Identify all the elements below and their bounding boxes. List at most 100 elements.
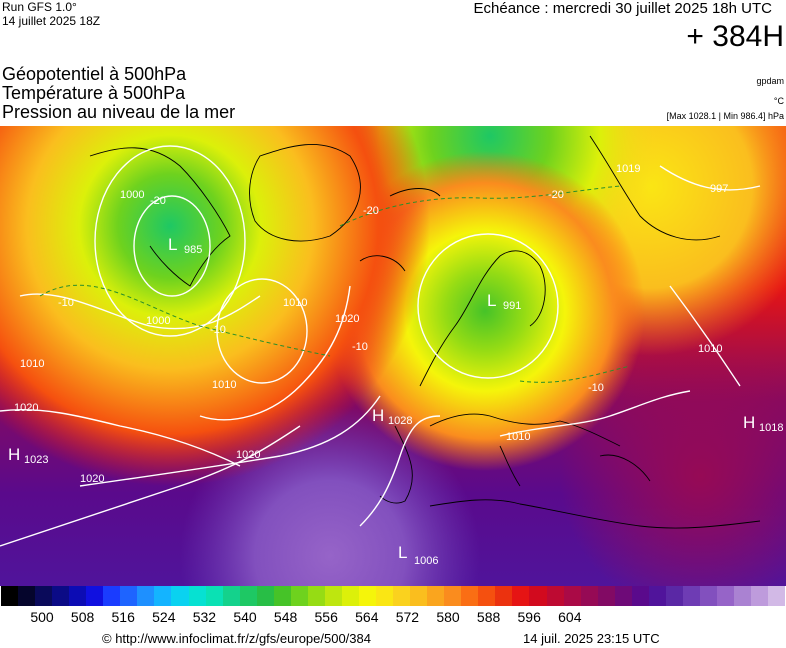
copyright-link[interactable]: © http://www.infoclimat.fr/z/gfs/europe/… <box>102 631 371 646</box>
svg-text:1006: 1006 <box>414 555 438 567</box>
legend-swatch <box>307 586 325 606</box>
legend-swatch <box>648 586 666 606</box>
svg-text:1018: 1018 <box>759 422 783 434</box>
isobars <box>0 145 761 547</box>
legend-swatch <box>376 586 394 606</box>
legend-tick-label: 500 <box>30 609 54 625</box>
temperature-label: -10 <box>352 341 368 353</box>
color-legend-bar <box>1 586 786 606</box>
param-geopotential: Géopotentiel à 500hPa <box>2 64 187 84</box>
run-model: Run GFS 1.0° <box>2 0 77 14</box>
low-pressure-center: L 1006 <box>398 543 438 567</box>
legend-swatch <box>580 586 598 606</box>
svg-text:991: 991 <box>503 300 521 312</box>
legend-swatch <box>273 586 291 606</box>
legend-tick-label: 604 <box>558 609 582 625</box>
legend-swatch <box>103 586 121 606</box>
isobar-label: 1010 <box>212 379 236 391</box>
low-pressure-center: L 991 <box>487 291 521 312</box>
svg-text:L: L <box>168 235 177 254</box>
svg-text:1028: 1028 <box>388 415 412 427</box>
legend-swatch <box>324 586 342 606</box>
legend-swatch <box>768 586 786 606</box>
isobar-label: 1000 <box>120 189 144 201</box>
legend-swatch <box>188 586 206 606</box>
legend-swatch <box>205 586 223 606</box>
forecast-valid-time: Echéance : mercredi 30 juillet 2025 18h … <box>473 0 773 17</box>
svg-text:L: L <box>398 543 407 562</box>
param-temperature: Température à 500hPa <box>2 83 186 103</box>
isobar-label: 1020 <box>14 402 38 414</box>
generation-timestamp: 14 juil. 2025 23:15 UTC <box>523 631 660 646</box>
legend-tick-label: 540 <box>233 609 257 625</box>
isobar-label: 1010 <box>283 297 307 309</box>
legend-tick-label: 572 <box>395 609 420 625</box>
svg-text:H: H <box>8 445 20 464</box>
isobar-label: 1010 <box>506 431 530 443</box>
legend-swatch <box>461 586 479 606</box>
unit-temperature: °C <box>773 96 784 106</box>
svg-text:L: L <box>487 291 496 310</box>
legend-swatch <box>222 586 240 606</box>
isobar-label: 1000 <box>146 315 170 327</box>
legend-tick-label: 532 <box>192 609 217 625</box>
legend-tick-label: 564 <box>355 609 379 625</box>
legend-swatch <box>341 586 359 606</box>
low-pressure-center: L 985 <box>168 235 202 256</box>
legend-swatch <box>52 586 70 606</box>
map-canvas: 1000 1000 1010 1010 1010 1020 1020 1020 … <box>0 126 786 586</box>
legend-swatch <box>137 586 155 606</box>
color-legend-ticks: 500 508 516 524 532 540 548 556 564 572 580 588 596 6… <box>0 609 786 627</box>
legend-swatch <box>18 586 36 606</box>
high-pressure-center: H 1028 <box>372 406 412 427</box>
legend-swatch <box>529 586 547 606</box>
temperature-label: -20 <box>363 205 379 217</box>
legend-tick-label: 596 <box>517 609 541 625</box>
isobar-label: 1019 <box>616 163 640 175</box>
unit-geopotential: gpdam <box>756 76 784 86</box>
legend-swatch <box>393 586 411 606</box>
param-pressure: Pression au niveau de la mer <box>2 102 236 122</box>
isotherms <box>39 185 631 383</box>
legend-tick-label: 580 <box>436 609 460 625</box>
coastlines <box>89 135 761 529</box>
weather-map[interactable]: 1000 1000 1010 1010 1010 1020 1020 1020 … <box>0 126 786 586</box>
svg-text:H: H <box>372 406 384 425</box>
legend-swatch <box>35 586 53 606</box>
pressure-centers: L 985 L 991 H 1028 H 1023 H 1018 L 1006 <box>8 235 783 567</box>
legend-swatch <box>256 586 274 606</box>
legend-swatch <box>86 586 104 606</box>
high-pressure-center: H 1023 <box>8 445 48 466</box>
legend-tick-label: 548 <box>273 609 298 625</box>
temperature-label: -10 <box>588 382 604 394</box>
legend-swatch <box>171 586 189 606</box>
legend-swatch <box>597 586 615 606</box>
svg-text:1023: 1023 <box>24 454 48 466</box>
legend-swatch <box>290 586 308 606</box>
legend-swatch <box>1 586 19 606</box>
temperature-label: -10 <box>58 297 74 309</box>
unit-pressure-range: [Max 1028.1 | Min 986.4] hPa <box>666 111 784 121</box>
isobar-label: 1010 <box>698 343 722 355</box>
isobar-label: 1020 <box>335 313 359 325</box>
legend-tick-label: 508 <box>70 609 95 625</box>
legend-swatch <box>154 586 172 606</box>
temperature-label: -10 <box>210 324 226 336</box>
legend-swatch <box>665 586 683 606</box>
legend-swatch <box>120 586 138 606</box>
legend-swatch <box>239 586 257 606</box>
svg-text:985: 985 <box>184 244 202 256</box>
legend-swatch <box>751 586 769 606</box>
legend-swatch <box>699 586 717 606</box>
legend-swatch <box>358 586 377 606</box>
isobar-label: 1020 <box>80 473 104 485</box>
legend-swatch <box>495 586 513 606</box>
legend-swatch <box>614 586 632 606</box>
legend-swatch <box>427 586 445 606</box>
temperature-label: -20 <box>548 189 564 201</box>
lead-time: + 384H <box>686 20 784 53</box>
legend-swatch <box>631 586 649 606</box>
temperature-label: -20 <box>150 195 166 207</box>
legend-tick-label: 588 <box>476 609 501 625</box>
legend-tick-label: 556 <box>314 609 338 625</box>
